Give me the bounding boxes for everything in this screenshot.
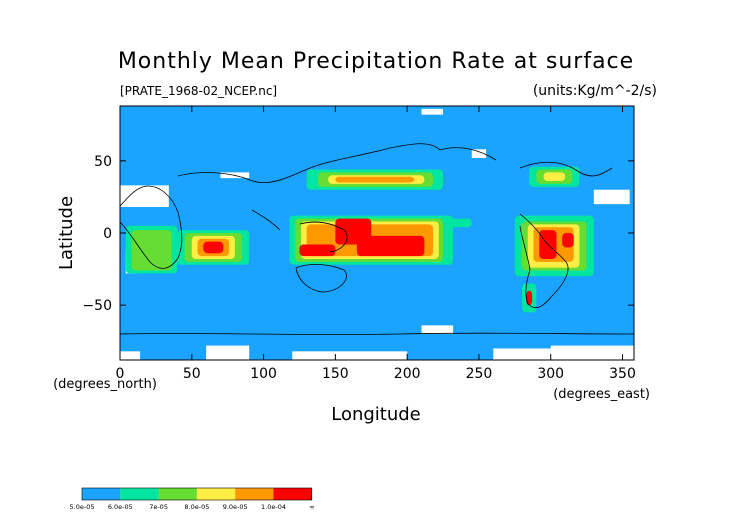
- missing-data-cell: [292, 351, 408, 360]
- y-axis-label: Latitude: [56, 196, 77, 270]
- missing-data-cell: [421, 325, 454, 335]
- x-axis-label: Longitude: [331, 404, 421, 425]
- colorbar-swatch: [273, 488, 312, 500]
- precip-region-level-5: [526, 290, 533, 306]
- chart-subtitle-units: (units:Kg/m^-2/s): [533, 83, 657, 99]
- y-axis-ticks: −50 0 50: [82, 154, 634, 314]
- x-tick-label: 0: [116, 366, 125, 382]
- missing-data-cell: [421, 108, 444, 115]
- missing-data-cell: [120, 351, 141, 360]
- colorbar-label: 1.0e-04: [261, 503, 286, 511]
- precip-region-level-3: [543, 172, 566, 182]
- chart-title: Monthly Mean Precipitation Rate at surfa…: [118, 49, 634, 74]
- y-tick-label: 0: [103, 226, 112, 242]
- colorbar-frame: [81, 487, 313, 501]
- x-tick-label: 350: [609, 366, 636, 382]
- colorbar-label: ∞: [309, 503, 314, 511]
- colorbar-swatch: [120, 488, 159, 500]
- x-tick-label: 200: [394, 366, 421, 382]
- x-tick-label: 300: [537, 366, 564, 382]
- coastlines: [120, 143, 634, 335]
- x-axis-ticks: 0 50 100 150 200 250 300 350: [116, 106, 636, 382]
- colorbar-swatch: [196, 488, 236, 500]
- colorbar-swatch: [158, 488, 197, 500]
- precip-region-level-2: [131, 230, 172, 271]
- chart-subtitle-source: [PRATE_1968-02_NCEP.nc]: [120, 84, 277, 98]
- missing-data-cell: [206, 345, 250, 360]
- colorbar-swatch: [82, 488, 121, 500]
- missing-data-cell: [493, 348, 551, 360]
- y-tick-label: −50: [82, 298, 112, 314]
- precip-region-level-5: [356, 235, 425, 257]
- colorbar-legend: 5.0e-05 6.0e-05 7e-05 8.0e-05 9.0e-05 1.0e-04…: [70, 487, 315, 511]
- precip-region-level-5: [203, 241, 224, 254]
- x-tick-label: 50: [183, 366, 201, 382]
- precip-region-level-5: [299, 244, 336, 257]
- precip-region-level-4: [335, 176, 415, 183]
- y-unit-label: (degrees_north): [53, 377, 157, 392]
- colorbar-label: 5.0e-05: [70, 503, 95, 511]
- colorbar-label: 9.0e-05: [223, 503, 248, 511]
- x-unit-label: (degrees_east): [553, 387, 650, 402]
- missing-data-cell: [471, 149, 487, 158]
- colorbar-swatch: [235, 488, 274, 500]
- x-tick-label: 250: [466, 366, 493, 382]
- x-tick-label: 150: [322, 366, 349, 382]
- missing-data-cell: [550, 345, 634, 360]
- missing-data-cell: [593, 189, 630, 205]
- y-tick-label: 50: [94, 154, 112, 170]
- colorbar-label: 8.0e-05: [184, 503, 209, 511]
- colorbar-label: 6.0e-05: [108, 503, 133, 511]
- plot-area: [119, 105, 635, 361]
- precip-region-level-5: [562, 233, 574, 248]
- colorbar-label: 7e-05: [149, 503, 168, 511]
- x-tick-label: 100: [250, 366, 277, 382]
- missing-data-cell: [120, 185, 169, 208]
